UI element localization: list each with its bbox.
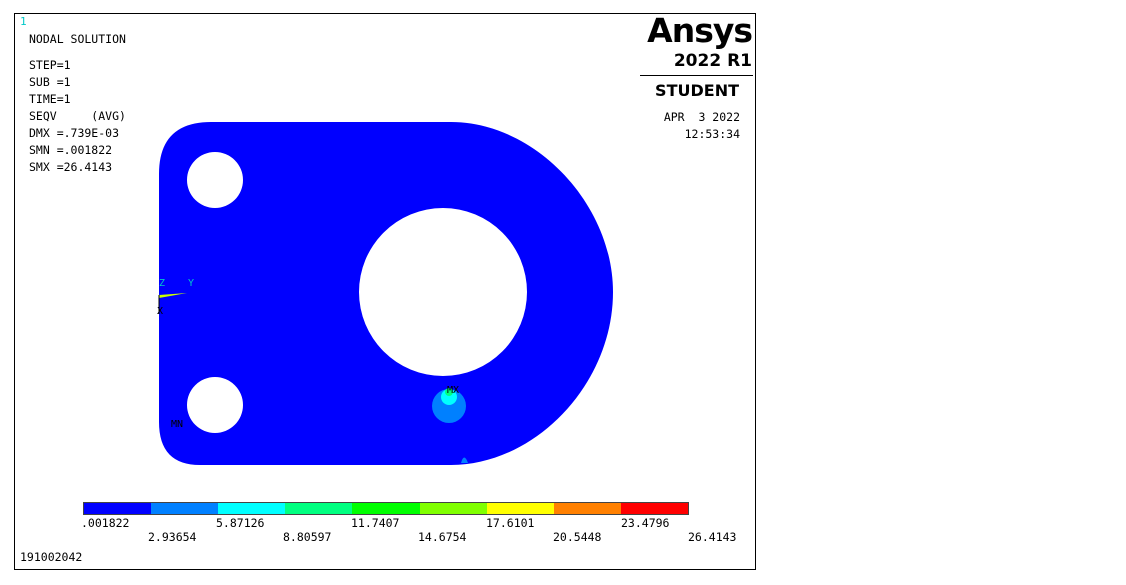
version-label: 2022 R1 bbox=[673, 51, 752, 71]
stress-region-inner bbox=[441, 389, 457, 405]
legend-swatch-7 bbox=[553, 503, 621, 514]
ansys-logo: Ansys bbox=[647, 11, 753, 50]
triad-x-label: X bbox=[157, 306, 164, 317]
legend-swatch-1 bbox=[151, 503, 219, 514]
legend-swatch-5 bbox=[419, 503, 487, 514]
date-label: APR 3 2022 bbox=[663, 110, 740, 124]
legend-swatch-8 bbox=[620, 503, 688, 514]
legend-swatch-4 bbox=[352, 503, 420, 514]
legend-swatch-0 bbox=[84, 503, 152, 514]
stress-region-outer bbox=[432, 389, 466, 423]
smx-label: SMX =26.4143 bbox=[29, 160, 113, 174]
sub-label: SUB =1 bbox=[29, 75, 71, 89]
step-label: STEP=1 bbox=[29, 58, 71, 72]
legend-label-top-3: 17.6101 bbox=[486, 516, 535, 530]
legend-colorbar bbox=[83, 502, 689, 515]
triad-z-label: Z bbox=[159, 278, 166, 289]
seqv-label: SEQV (AVG) bbox=[29, 109, 126, 123]
time-stamp: 12:53:34 bbox=[684, 127, 740, 141]
legend-swatch-6 bbox=[486, 503, 554, 514]
max-marker: MX bbox=[447, 385, 460, 396]
legend-label-bottom-0: 2.93654 bbox=[148, 530, 197, 544]
legend-label-top-2: 11.7407 bbox=[351, 516, 400, 530]
legend-label-top-1: 5.87126 bbox=[216, 516, 265, 530]
legend-label-bottom-3: 20.5448 bbox=[553, 530, 602, 544]
triad-y-label: Y bbox=[188, 278, 195, 289]
dmx-label: DMX =.739E-03 bbox=[29, 126, 120, 140]
graphics-window[interactable]: 1 NODAL SOLUTION STEP=1 SUB =1 TIME=1 SE… bbox=[14, 11, 757, 571]
stress-spot-bottom bbox=[461, 457, 468, 463]
legend-label-bottom-1: 8.80597 bbox=[283, 530, 332, 544]
contour-plot[interactable] bbox=[15, 14, 757, 571]
legend-label-bottom-4: 26.4143 bbox=[688, 530, 737, 544]
window-number: 1 bbox=[20, 15, 27, 28]
footer-id: 191002042 bbox=[20, 550, 83, 564]
min-marker: MN bbox=[171, 419, 184, 430]
legend-swatch-3 bbox=[285, 503, 353, 514]
triad-arrow bbox=[159, 293, 187, 298]
stress-region-core bbox=[445, 388, 453, 396]
license-label: STUDENT bbox=[655, 81, 739, 100]
legend-swatch-2 bbox=[218, 503, 286, 514]
legend-label-top-0: .001822 bbox=[81, 516, 130, 530]
legend-label-bottom-2: 14.6754 bbox=[418, 530, 467, 544]
logo-divider bbox=[640, 75, 753, 76]
time-label: TIME=1 bbox=[29, 92, 71, 106]
smn-label: SMN =.001822 bbox=[29, 143, 113, 157]
part-body bbox=[159, 122, 613, 465]
legend-label-top-4: 23.4796 bbox=[621, 516, 670, 530]
result-title: NODAL SOLUTION bbox=[29, 32, 126, 46]
